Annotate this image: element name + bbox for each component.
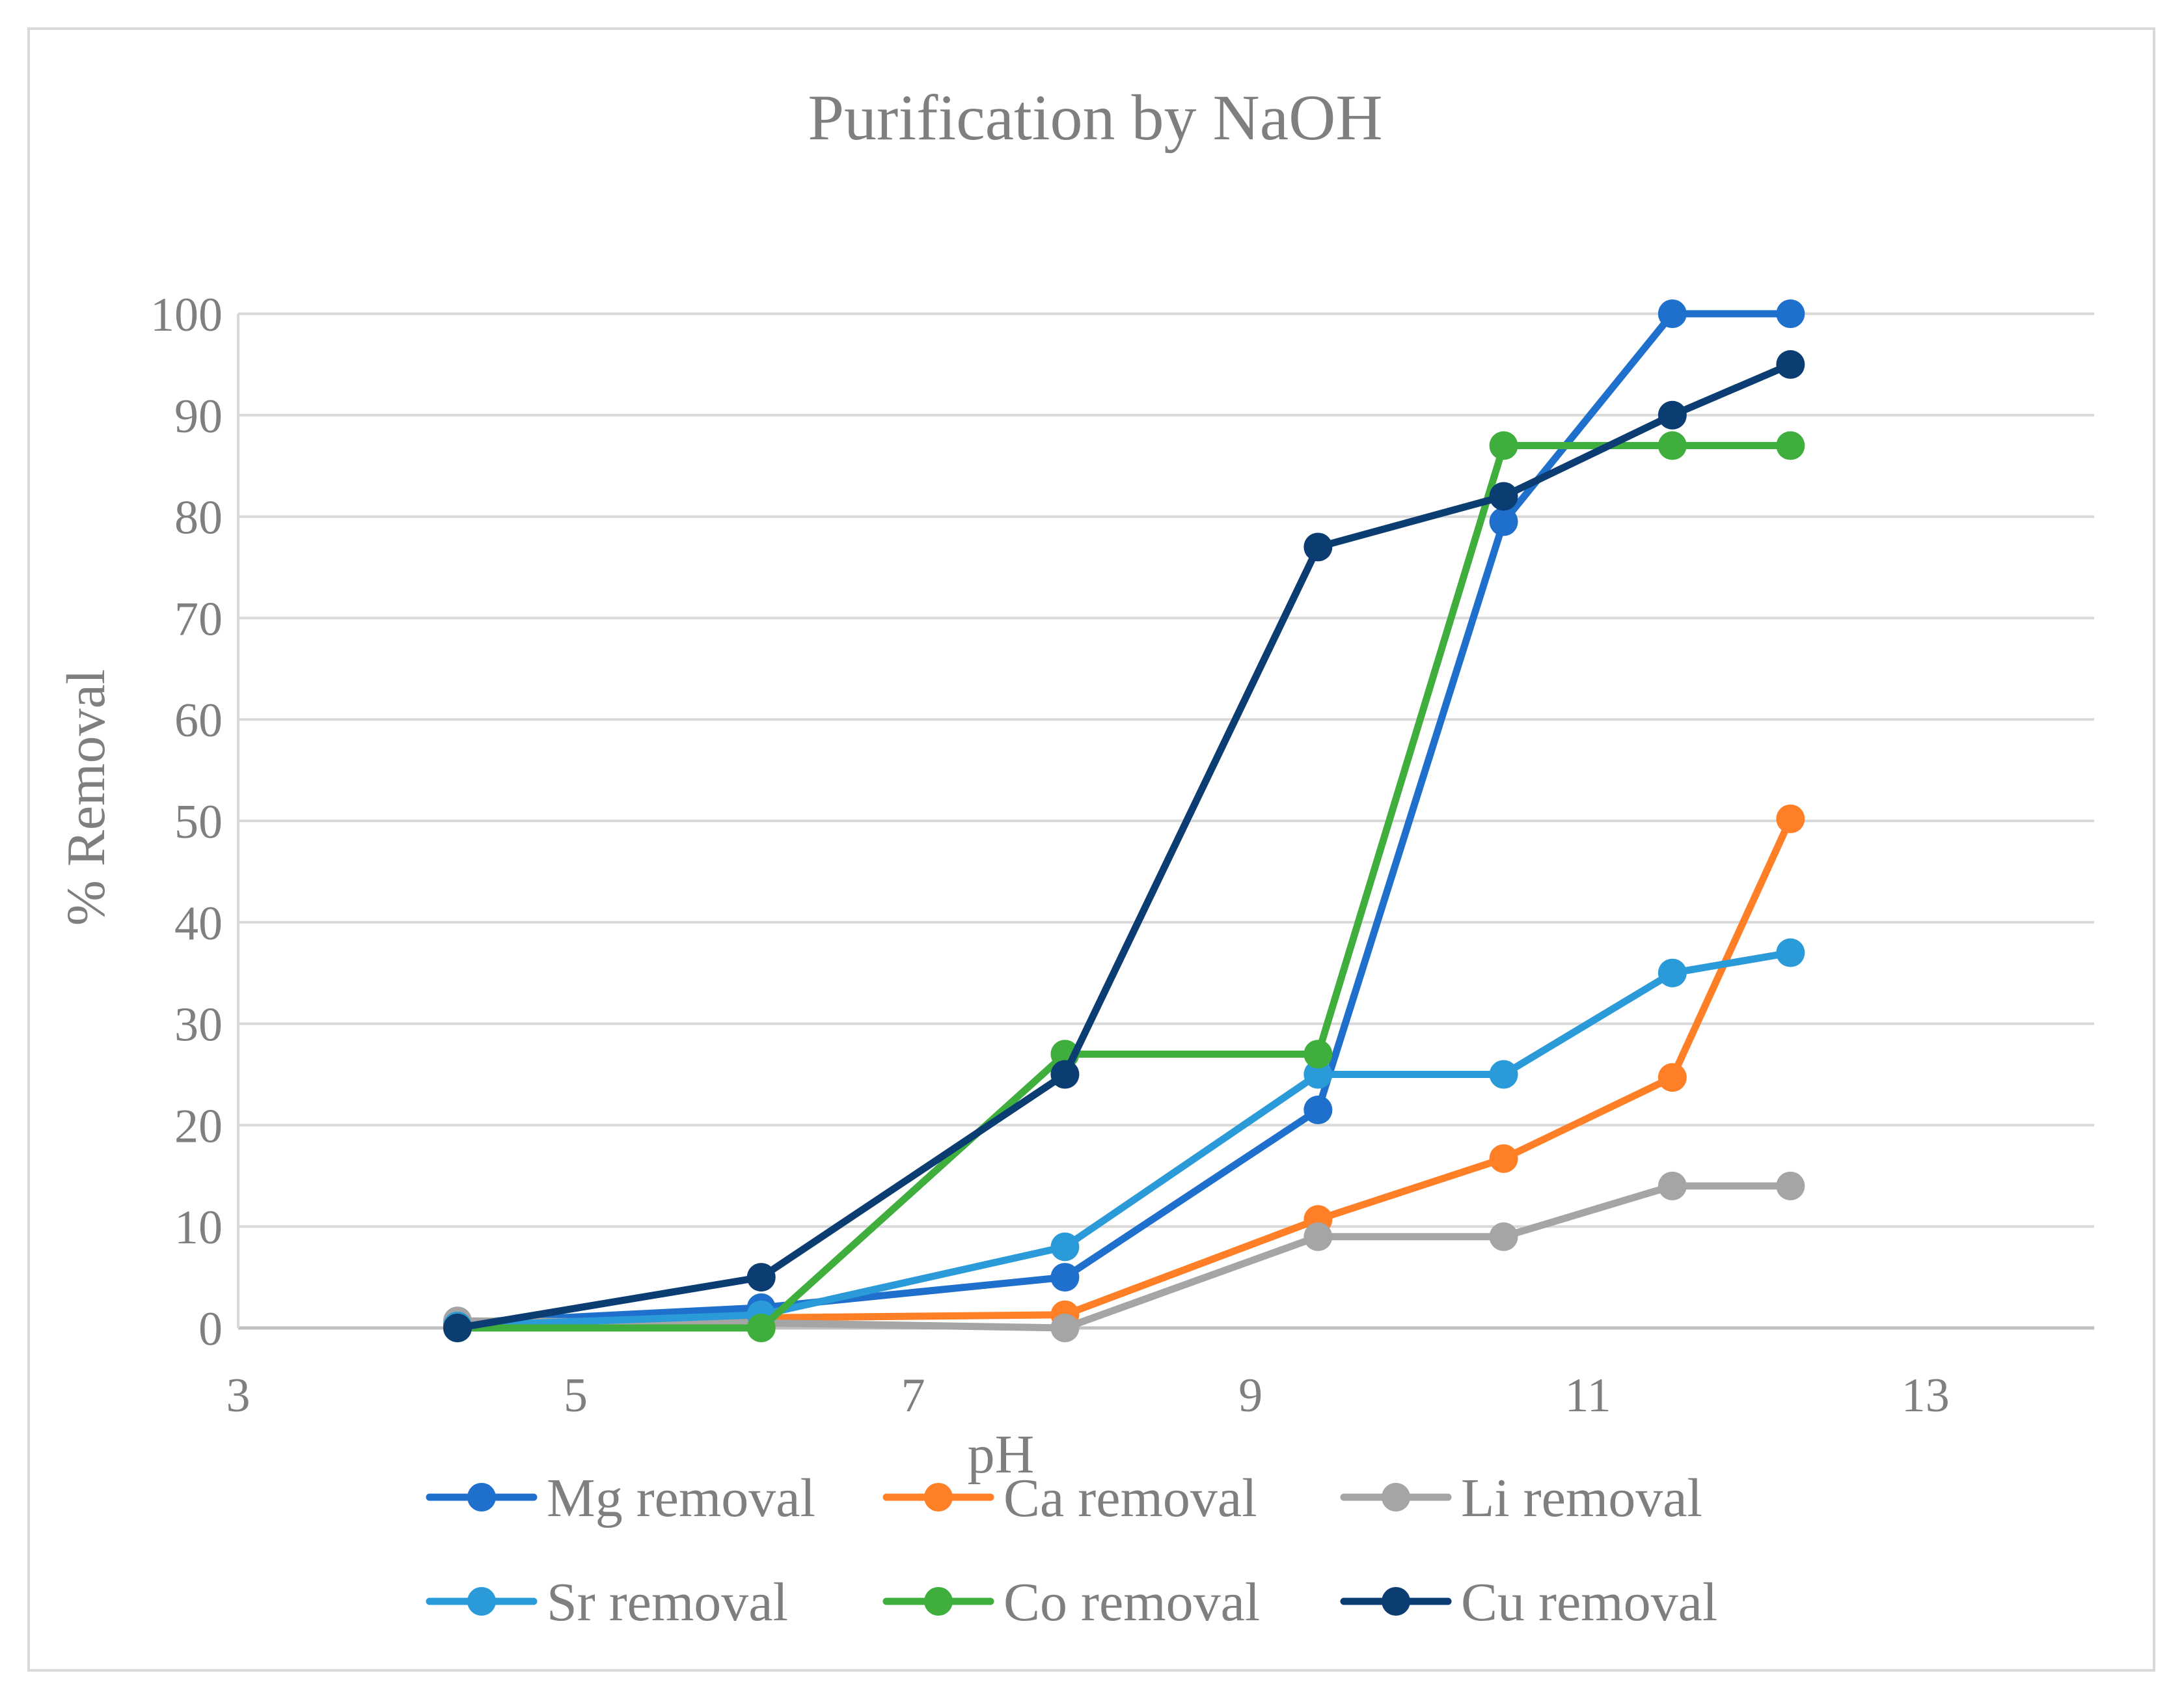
data-point [1658,1171,1687,1200]
y-tick-label: 90 [174,390,223,443]
series-cu-removal [443,350,1805,1342]
x-tick-label: 5 [564,1369,588,1422]
x-tick-label: 13 [1902,1369,1950,1422]
chart-title: Purification by NaOH [808,81,1382,154]
data-point [1489,507,1518,536]
legend-label: Li removal [1461,1468,1702,1528]
y-tick-label: 50 [174,795,223,849]
series-line-sr-removal [454,949,1794,1330]
data-point [1658,431,1687,460]
series-line-ca-removal [454,815,1794,1329]
legend-item-li-removal: Li removal [1340,1468,1702,1528]
series-sr-removal [443,938,1805,1340]
x-axis-label: pH [968,1424,1035,1485]
chart-frame [27,27,2155,1672]
data-point [1489,1060,1518,1089]
y-tick-label: 0 [198,1303,223,1356]
data-point [1050,1314,1080,1342]
legend-swatch-marker [924,1587,953,1616]
y-tick-label: 70 [174,592,223,646]
legend-swatch-marker [1382,1483,1410,1512]
data-point [1776,350,1805,379]
y-tick-label: 80 [174,491,223,545]
data-point [746,1263,776,1292]
data-point [1489,431,1518,460]
data-point [746,1314,776,1342]
legend-label: Co removal [1003,1572,1260,1633]
data-point [1658,299,1687,328]
data-point [1304,1060,1333,1089]
legend-label: Ca removal [1003,1468,1257,1528]
data-point [1658,958,1687,988]
y-tick-label: 30 [174,999,223,1052]
x-tick-label: 3 [226,1369,251,1422]
legend-swatch-marker [467,1483,496,1512]
data-point [1050,1232,1080,1262]
data-point [1489,1144,1518,1173]
legend-item-cu-removal: Cu removal [1340,1572,1717,1633]
data-point [1050,1263,1080,1292]
legend-label: Sr removal [547,1572,788,1633]
data-point [1489,482,1518,511]
series-line-co-removal [454,442,1794,1332]
legend-swatch-marker [924,1483,953,1512]
data-point [1776,938,1805,967]
legend-item-sr-removal: Sr removal [426,1572,788,1633]
legend-item-co-removal: Co removal [882,1572,1260,1633]
data-point [1489,1222,1518,1251]
data-point [1304,532,1333,562]
legend-swatch-marker [1382,1587,1410,1616]
legend-item-mg-removal: Mg removal [426,1468,815,1528]
data-point [1304,1096,1333,1125]
y-tick-label: 20 [174,1099,223,1153]
data-point [1658,1063,1687,1092]
y-tick-label: 10 [174,1201,223,1254]
series-layer [443,299,1805,1342]
data-point [443,1314,472,1342]
legend-label: Mg removal [547,1468,815,1528]
legend-swatch-marker [467,1587,496,1616]
series-line-mg-removal [454,310,1794,1327]
x-tick-label: 7 [901,1369,925,1422]
data-point [1304,1040,1333,1069]
data-point [1776,299,1805,328]
legend: Mg removal Ca removal Li removal Sr removal… [426,1468,1717,1633]
data-point [1304,1222,1333,1251]
legend-label: Cu removal [1461,1572,1717,1633]
data-point [1776,1171,1805,1200]
y-tick-label: 100 [150,288,223,342]
x-tick-label: 9 [1238,1369,1263,1422]
series-ca-removal [443,804,1805,1340]
series-mg-removal [443,299,1805,1338]
axes: 0 10 20 30 40 50 60 70 80 90 100 3 5 7 9 11 13 [150,288,1950,1422]
data-point [1776,431,1805,460]
series-line-cu-removal [454,361,1794,1332]
y-tick-label: 40 [174,897,223,950]
data-point [1658,400,1687,430]
data-point [1776,804,1805,833]
x-tick-label: 11 [1565,1369,1611,1422]
legend-item-ca-removal: Ca removal [882,1468,1257,1528]
y-axis-label: % Removal [56,669,116,926]
data-point [1050,1060,1080,1089]
y-tick-label: 60 [174,694,223,747]
